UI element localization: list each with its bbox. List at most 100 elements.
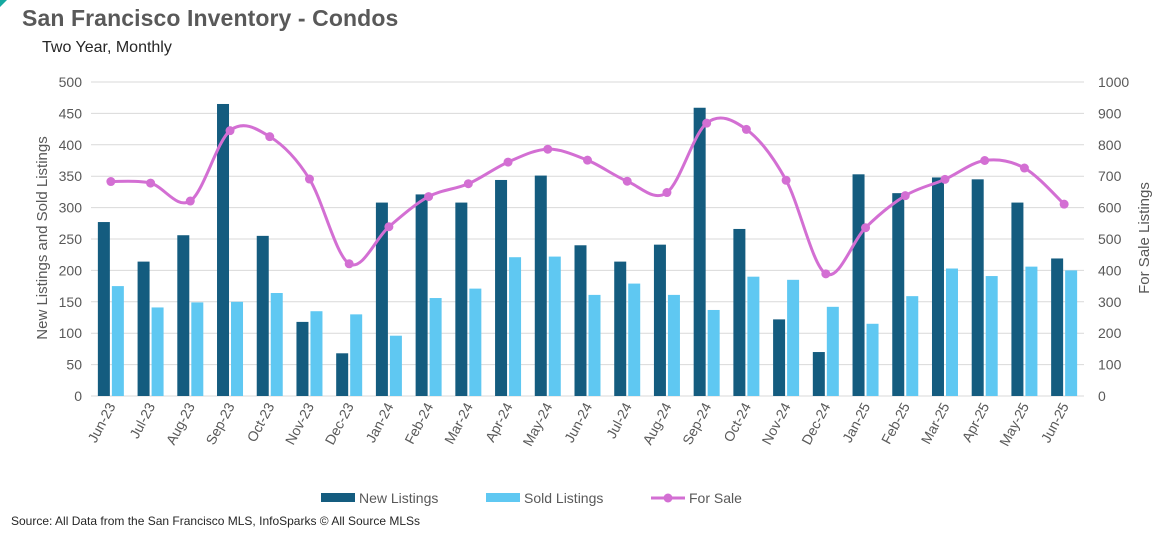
for-sale-point — [463, 179, 473, 189]
bar-sold-listings — [151, 307, 164, 396]
left-tick-label: 500 — [59, 74, 83, 90]
bar-sold-listings — [509, 257, 522, 396]
legend-swatch-sold-listings — [486, 493, 520, 502]
left-axis-title: New Listings and Sold Listings — [34, 136, 51, 339]
legend-item-for-sale[interactable]: For Sale — [651, 490, 742, 506]
for-sale-point — [741, 124, 751, 134]
left-tick-label: 100 — [59, 325, 83, 341]
bar-sold-listings — [191, 302, 204, 396]
bars — [97, 103, 1078, 397]
left-tick-label: 250 — [59, 231, 83, 247]
for-sale-point — [583, 155, 592, 165]
x-tick-label: Mar-24 — [441, 400, 476, 447]
for-sale-point — [265, 132, 275, 142]
bar-sold-listings — [350, 314, 363, 396]
for-sale-point — [821, 269, 831, 279]
bar-sold-listings — [747, 276, 760, 396]
bar-sold-listings — [111, 286, 124, 396]
bar-sold-listings — [588, 294, 601, 396]
bar-new-listings — [495, 179, 508, 396]
bar-new-listings — [1051, 258, 1064, 396]
right-axis-title: For Sale Listings — [1136, 182, 1153, 294]
for-sale-point — [106, 177, 116, 187]
bar-sold-listings — [389, 335, 402, 396]
left-tick-label: 50 — [66, 357, 82, 373]
bar-new-listings — [137, 261, 150, 396]
bar-new-listings — [455, 202, 468, 396]
legend-label-for-sale: For Sale — [689, 490, 742, 506]
for-sale-point — [185, 196, 195, 206]
bar-sold-listings — [787, 279, 800, 396]
bar-sold-listings — [469, 288, 482, 396]
for-sale-point — [225, 126, 235, 136]
bar-sold-listings — [310, 311, 323, 396]
x-tick-label: Apr-24 — [482, 400, 516, 445]
bar-sold-listings — [866, 323, 879, 396]
chart-subtitle: Two Year, Monthly — [42, 39, 172, 56]
bar-new-listings — [97, 222, 110, 396]
legend-label-sold-listings: Sold Listings — [524, 490, 603, 506]
x-tick-label: Dec-24 — [798, 400, 833, 448]
bar-new-listings — [375, 202, 388, 396]
x-tick-label: Mar-25 — [918, 400, 953, 447]
x-tick-label: Jun-24 — [561, 400, 595, 445]
right-tick-label: 300 — [1098, 294, 1122, 310]
left-tick-label: 0 — [74, 388, 82, 404]
right-tick-label: 600 — [1098, 200, 1122, 216]
bar-sold-listings — [231, 301, 244, 396]
x-tick-label: Feb-24 — [401, 400, 436, 447]
bar-sold-listings — [667, 294, 680, 396]
right-tick-label: 800 — [1098, 137, 1122, 153]
right-axis-ticks: 0 100 200 300 400 500 600 700 800 900 1000 — [1098, 74, 1129, 404]
x-tick-label: Oct-23 — [244, 400, 278, 445]
legend-item-sold-listings[interactable]: Sold Listings — [486, 490, 603, 506]
bar-new-listings — [574, 245, 587, 396]
for-sale-point — [861, 223, 871, 233]
x-tick-label: Feb-25 — [878, 400, 913, 447]
bar-new-listings — [773, 319, 786, 396]
x-tick-label: Sep-23 — [202, 400, 237, 448]
left-tick-label: 150 — [59, 294, 83, 310]
bar-sold-listings — [548, 256, 561, 396]
for-sale-point — [900, 191, 910, 201]
x-tick-label: Jul-23 — [126, 400, 158, 441]
x-tick-label: May-25 — [996, 400, 1032, 449]
bar-new-listings — [931, 177, 944, 396]
x-tick-label: Jul-24 — [603, 400, 635, 441]
for-sale-point — [980, 156, 990, 165]
bar-new-listings — [534, 175, 547, 396]
legend: New Listings Sold Listings For Sale — [321, 490, 742, 506]
right-tick-label: 400 — [1098, 262, 1122, 278]
chart-title: San Francisco Inventory - Condos — [22, 5, 399, 31]
bar-sold-listings — [1025, 266, 1038, 396]
for-sale-point — [1019, 163, 1029, 173]
bar-new-listings — [733, 228, 746, 396]
for-sale-point — [702, 118, 712, 128]
x-tick-label: Sep-24 — [679, 400, 714, 448]
legend-label-new-listings: New Listings — [359, 490, 438, 506]
x-tick-label: Dec-23 — [322, 400, 357, 448]
bar-new-listings — [217, 103, 230, 396]
right-tick-label: 1000 — [1098, 74, 1129, 90]
x-tick-label: Aug-23 — [163, 400, 198, 448]
bar-sold-listings — [945, 268, 958, 396]
bar-sold-listings — [906, 296, 919, 396]
for-sale-point — [940, 174, 950, 184]
x-tick-label: Apr-25 — [958, 400, 992, 445]
for-sale-point — [1059, 199, 1069, 209]
bar-new-listings — [693, 107, 706, 397]
bar-new-listings — [296, 321, 309, 396]
legend-item-new-listings[interactable]: New Listings — [321, 490, 438, 506]
left-axis-ticks: 0 50 100 150 200 250 300 350 400 450 500 — [59, 74, 83, 404]
left-tick-label: 350 — [59, 168, 83, 184]
x-tick-label: Jun-23 — [84, 400, 118, 445]
x-tick-label: Nov-24 — [758, 400, 793, 448]
x-tick-label: May-24 — [519, 400, 555, 449]
x-tick-label: Aug-24 — [639, 400, 674, 448]
x-axis-labels: Jun-23 Jul-23 Aug-23 Sep-23 Oct-23 Nov-23 Dec-… — [84, 400, 1072, 449]
bar-sold-listings — [707, 309, 720, 396]
bar-new-listings — [336, 353, 349, 396]
bar-sold-listings — [1065, 270, 1078, 396]
bar-new-listings — [177, 235, 190, 396]
x-tick-label: Oct-24 — [720, 400, 754, 445]
